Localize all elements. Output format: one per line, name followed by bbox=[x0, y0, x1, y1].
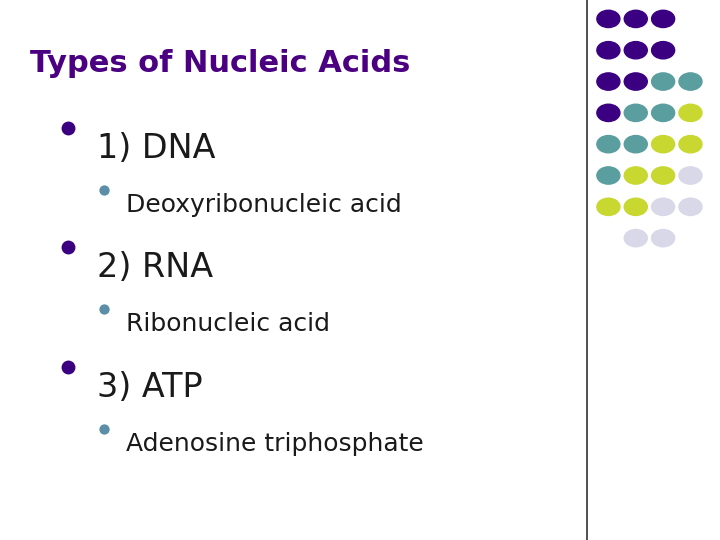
Circle shape bbox=[624, 198, 647, 215]
Point bbox=[99, 424, 110, 433]
Circle shape bbox=[652, 198, 675, 215]
Circle shape bbox=[652, 42, 675, 59]
Circle shape bbox=[624, 73, 647, 90]
Text: Deoxyribonucleic acid: Deoxyribonucleic acid bbox=[126, 193, 402, 217]
Text: 1) DNA: 1) DNA bbox=[97, 132, 216, 165]
Circle shape bbox=[597, 42, 620, 59]
Point bbox=[63, 124, 74, 132]
Point bbox=[99, 305, 110, 313]
Circle shape bbox=[679, 167, 702, 184]
Point bbox=[99, 186, 110, 194]
Point bbox=[63, 362, 74, 371]
Circle shape bbox=[597, 136, 620, 153]
Circle shape bbox=[624, 230, 647, 247]
Circle shape bbox=[624, 136, 647, 153]
Text: Types of Nucleic Acids: Types of Nucleic Acids bbox=[30, 49, 410, 78]
Point bbox=[63, 242, 74, 251]
Circle shape bbox=[652, 167, 675, 184]
Circle shape bbox=[679, 198, 702, 215]
Circle shape bbox=[679, 73, 702, 90]
Circle shape bbox=[624, 167, 647, 184]
Circle shape bbox=[597, 198, 620, 215]
Circle shape bbox=[624, 10, 647, 28]
Text: Adenosine triphosphate: Adenosine triphosphate bbox=[126, 432, 424, 456]
Circle shape bbox=[652, 136, 675, 153]
Circle shape bbox=[652, 73, 675, 90]
Circle shape bbox=[597, 10, 620, 28]
Circle shape bbox=[652, 104, 675, 122]
Circle shape bbox=[624, 104, 647, 122]
Circle shape bbox=[679, 136, 702, 153]
Circle shape bbox=[597, 167, 620, 184]
Circle shape bbox=[652, 230, 675, 247]
Circle shape bbox=[624, 42, 647, 59]
Circle shape bbox=[679, 104, 702, 122]
Circle shape bbox=[597, 73, 620, 90]
Circle shape bbox=[652, 10, 675, 28]
Text: 3) ATP: 3) ATP bbox=[97, 371, 203, 404]
Circle shape bbox=[597, 104, 620, 122]
Text: 2) RNA: 2) RNA bbox=[97, 251, 213, 284]
Text: Ribonucleic acid: Ribonucleic acid bbox=[126, 312, 330, 336]
